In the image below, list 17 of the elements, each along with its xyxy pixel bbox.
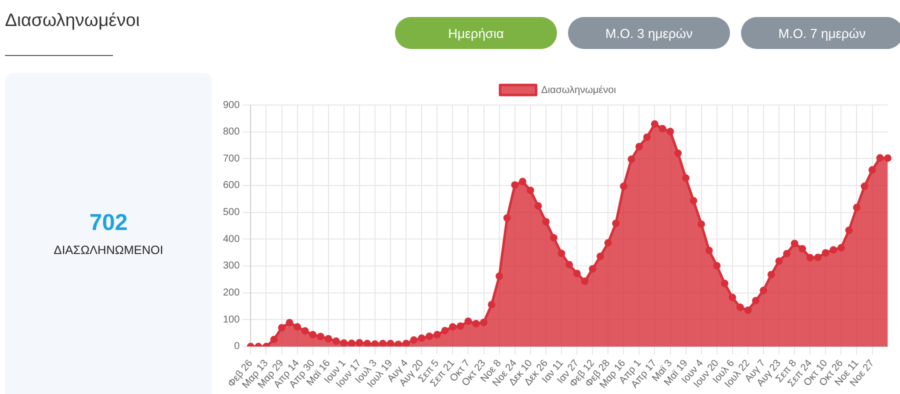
text: Ημερήσια (395, 17, 557, 49)
text: ΔΙΑΣΩΛΗΝΩΜΕΝΟΙ (52, 243, 164, 257)
text: Μ.Ο. 7 ημερών (741, 17, 900, 49)
y-tick-label: 100 (222, 314, 240, 326)
text: 702 (88, 209, 129, 236)
text: Μ.Ο. 3 ημερών (568, 17, 730, 49)
y-tick-label: 300 (222, 260, 240, 272)
y-tick-label: 700 (222, 153, 240, 164)
y-tick-label: 900 (222, 100, 240, 111)
text: Διασωληνωμένοι (5, 10, 140, 31)
y-tick-label: 800 (222, 126, 240, 138)
y-tick-label: 400 (222, 234, 240, 245)
y-tick-label: 500 (222, 207, 240, 218)
y-tick-label: 200 (222, 288, 240, 299)
legend-label: Διασωληνωμένοι (541, 84, 616, 96)
y-tick-label: 0 (234, 341, 240, 352)
y-tick-label: 600 (222, 180, 240, 192)
